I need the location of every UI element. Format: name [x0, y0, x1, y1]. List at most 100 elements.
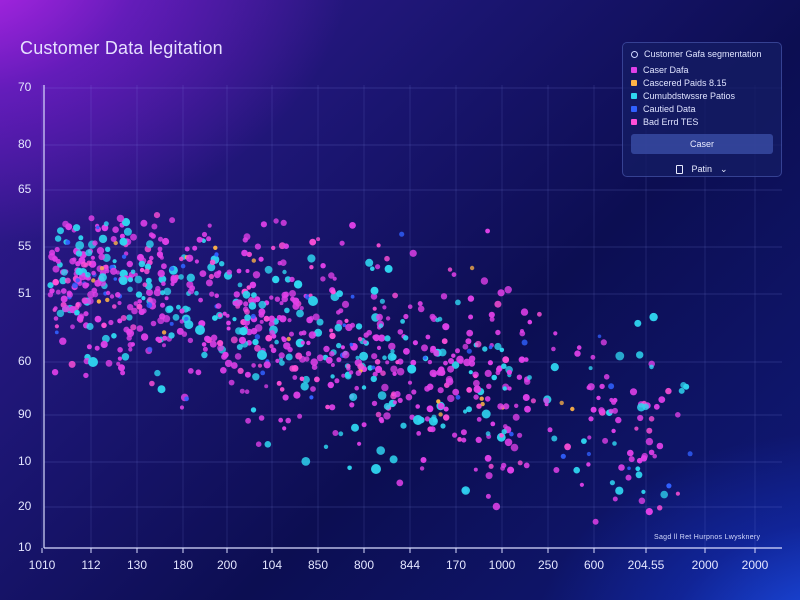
data-point: [510, 443, 519, 452]
data-point: [497, 289, 505, 297]
data-point: [485, 472, 493, 480]
data-point: [309, 395, 314, 400]
legend-item[interactable]: Cascered Paids 8.15: [631, 76, 773, 89]
data-point: [246, 251, 252, 258]
legend-item[interactable]: Bad Errd TES: [631, 115, 773, 128]
data-point: [117, 356, 122, 361]
data-point: [250, 407, 257, 413]
data-point: [415, 404, 421, 409]
data-point: [645, 437, 654, 446]
data-point: [86, 344, 92, 350]
data-point: [271, 245, 276, 251]
data-point: [502, 386, 507, 391]
y-tick-label: 20: [18, 499, 32, 513]
data-point: [295, 338, 305, 348]
legend-patin-dropdown[interactable]: Patin ⌄: [631, 160, 773, 178]
data-point: [330, 363, 335, 367]
data-point: [275, 358, 280, 363]
data-point: [458, 358, 464, 365]
data-point: [586, 462, 591, 467]
data-point: [501, 363, 507, 370]
legend-item[interactable]: Cumubdstwssre Patios: [631, 89, 773, 102]
data-point: [72, 282, 78, 289]
data-point: [234, 353, 242, 360]
data-point: [579, 482, 585, 487]
data-point: [201, 238, 206, 243]
data-point: [226, 326, 231, 331]
data-point: [378, 323, 384, 329]
data-point: [484, 454, 492, 462]
data-point: [268, 315, 275, 322]
legend-item[interactable]: Cautied Data: [631, 102, 773, 115]
x-tick-label: 600: [583, 558, 605, 572]
data-point: [394, 391, 401, 398]
data-point: [299, 376, 305, 382]
data-point: [385, 316, 391, 321]
data-point: [436, 399, 441, 404]
data-point: [54, 324, 60, 329]
data-point: [419, 466, 425, 471]
data-point: [427, 359, 433, 365]
data-point: [612, 407, 618, 414]
data-point: [137, 299, 142, 304]
data-point: [279, 387, 285, 392]
data-point: [375, 365, 383, 373]
data-point: [100, 340, 108, 348]
data-point: [359, 351, 369, 361]
data-point: [637, 414, 644, 422]
data-point: [245, 417, 252, 424]
data-point: [372, 334, 378, 340]
data-point: [250, 327, 258, 335]
data-point: [611, 428, 616, 434]
data-point: [421, 344, 428, 352]
data-point: [641, 489, 646, 494]
data-point: [327, 381, 334, 389]
data-point: [289, 331, 294, 337]
legend-item[interactable]: Caser Dafa: [631, 63, 773, 76]
data-point: [279, 360, 285, 366]
data-point: [166, 305, 174, 313]
data-point: [592, 518, 599, 525]
data-point: [230, 336, 238, 344]
data-point: [332, 276, 337, 281]
data-point: [105, 290, 111, 296]
data-point: [634, 319, 642, 327]
data-point: [126, 260, 133, 268]
data-point: [250, 313, 256, 319]
data-point: [448, 358, 454, 364]
data-point: [438, 348, 447, 357]
data-point: [64, 277, 71, 284]
data-point: [504, 286, 512, 294]
data-point: [243, 301, 249, 307]
data-point: [51, 369, 59, 376]
data-point: [300, 382, 309, 391]
data-point: [409, 249, 417, 257]
data-point: [169, 321, 174, 326]
data-point: [194, 290, 199, 296]
data-point: [181, 331, 188, 337]
data-point: [376, 243, 381, 248]
data-point: [244, 389, 250, 395]
data-point: [466, 329, 474, 337]
data-point: [382, 305, 387, 310]
data-point: [151, 223, 158, 230]
y-tick-label: 10: [18, 540, 32, 554]
data-point: [485, 228, 490, 234]
data-point: [502, 356, 510, 364]
data-point: [264, 441, 272, 448]
document-icon: [676, 164, 684, 174]
data-point: [416, 431, 422, 436]
data-point: [96, 247, 105, 255]
data-point: [209, 291, 215, 297]
legend-select-label: Patin: [691, 164, 712, 174]
data-point: [248, 302, 257, 310]
data-point: [429, 426, 436, 433]
data-point: [501, 429, 507, 435]
data-point: [104, 268, 110, 274]
data-point: [372, 306, 377, 311]
data-point: [680, 382, 687, 389]
data-point: [349, 402, 355, 408]
data-point: [384, 255, 390, 262]
legend-caser-button[interactable]: Caser: [631, 134, 773, 154]
data-point: [238, 336, 246, 344]
